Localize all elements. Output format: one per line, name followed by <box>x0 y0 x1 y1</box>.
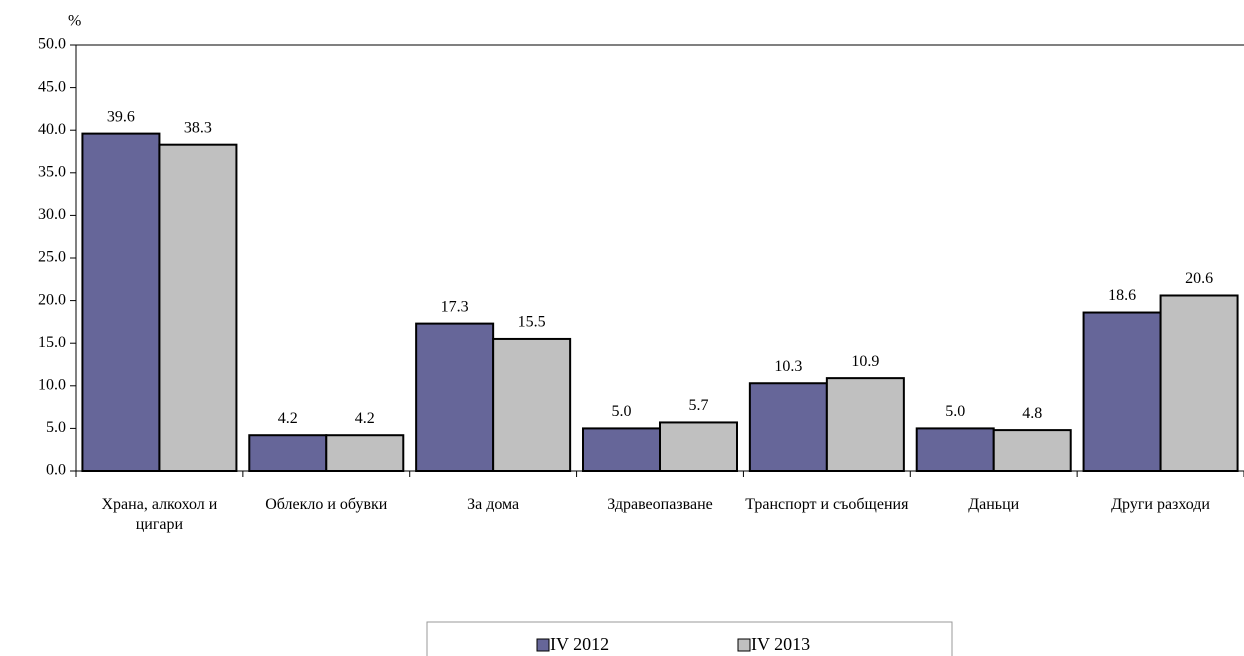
y-tick-label: 20.0 <box>38 291 66 308</box>
y-tick-label: 45.0 <box>38 78 66 95</box>
legend-box <box>426 621 953 656</box>
bar <box>915 427 995 472</box>
value-label: 4.2 <box>355 410 375 427</box>
bar <box>748 382 828 472</box>
bar <box>825 377 905 472</box>
x-tick-label: Други разходи <box>1111 496 1210 513</box>
y-tick-label: 50.0 <box>38 36 66 53</box>
value-label: 4.8 <box>1022 405 1042 422</box>
x-tick-label: Даньци <box>968 496 1020 513</box>
y-tick-label: 5.0 <box>46 419 66 436</box>
y-tick-label: 35.0 <box>38 163 66 180</box>
bar <box>1159 294 1239 472</box>
y-tick-label: 15.0 <box>38 334 66 351</box>
y-tick-label: 40.0 <box>38 121 66 138</box>
y-tick-label: 10.0 <box>38 376 66 393</box>
y-tick-label: 0.0 <box>46 462 66 479</box>
x-tick-label: Транспорт и съобщения <box>745 496 909 513</box>
x-tick-label: За дома <box>467 496 520 513</box>
y-axis-label: % <box>68 13 81 30</box>
value-label: 39.6 <box>107 108 135 125</box>
value-label: 15.5 <box>518 314 546 331</box>
value-label: 20.6 <box>1185 270 1213 287</box>
bar <box>1082 311 1162 473</box>
x-tick-label-box: Здравеопазване <box>607 496 713 513</box>
value-label: 10.3 <box>774 358 802 375</box>
y-tick-label: 25.0 <box>38 249 66 266</box>
value-label: 18.6 <box>1108 287 1136 304</box>
bar <box>248 434 328 473</box>
x-tick-label: Храна, алкохол и цигари <box>101 496 218 533</box>
bar <box>492 337 572 472</box>
x-tick-label: Здравеопазване <box>607 496 713 513</box>
bar <box>992 429 1072 473</box>
bar <box>659 421 738 473</box>
y-tick-label: 30.0 <box>38 206 66 223</box>
legend-swatch <box>737 638 751 652</box>
x-tick-label-box: За дома <box>467 496 520 513</box>
bar <box>158 143 238 473</box>
legend-label: IV 2013 <box>751 634 810 654</box>
bar <box>582 427 661 472</box>
legend-swatch <box>536 638 550 652</box>
x-tick-label-box: Облекло и обувки <box>265 496 388 513</box>
x-tick-label-box: Храна, алкохол и цигари <box>101 496 218 533</box>
x-tick-label-box: Даньци <box>968 496 1020 513</box>
value-label: 17.3 <box>441 298 469 315</box>
value-label: 5.7 <box>689 397 709 414</box>
value-label: 5.0 <box>612 403 632 420</box>
legend-label: IV 2012 <box>550 634 609 654</box>
bar <box>415 322 495 472</box>
bar <box>325 434 405 473</box>
value-label: 4.2 <box>278 410 298 427</box>
x-tick-label: Облекло и обувки <box>265 496 388 513</box>
bar <box>81 132 161 472</box>
value-label: 5.0 <box>945 403 965 420</box>
value-label: 38.3 <box>184 119 212 136</box>
value-label: 10.9 <box>851 353 879 370</box>
x-tick-label-box: Транспорт и съобщения <box>745 496 909 513</box>
x-tick-label-box: Други разходи <box>1111 496 1210 513</box>
